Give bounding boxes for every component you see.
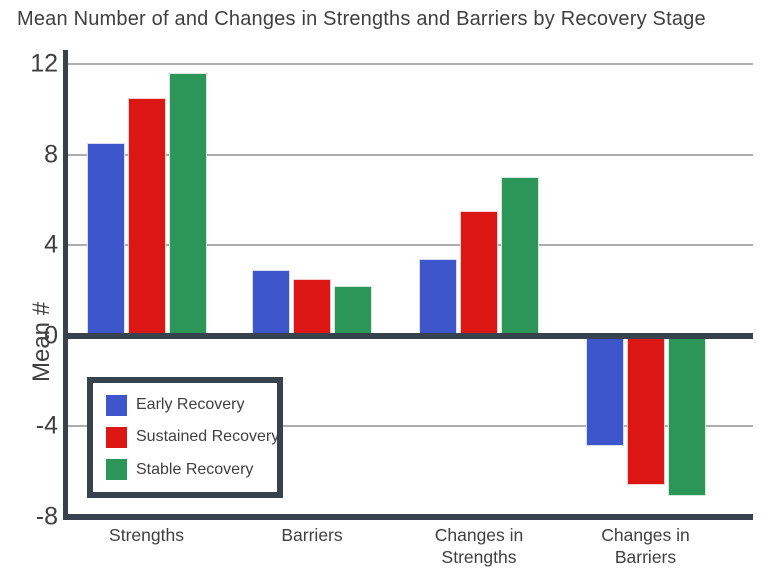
legend-item: Stable Recovery bbox=[106, 459, 277, 481]
y-axis-label: Mean # bbox=[28, 301, 55, 382]
legend: Early Recovery Sustained Recovery Stable R… bbox=[87, 377, 283, 498]
gridline bbox=[68, 244, 753, 246]
y-tick-label: 12 bbox=[30, 49, 58, 78]
bar-sustained-recovery-changes-in-strengths bbox=[460, 211, 498, 336]
y-tick-label: -8 bbox=[35, 502, 58, 530]
bar-stable-recovery-strengths bbox=[168, 73, 207, 336]
bar-sustained-recovery-strengths bbox=[127, 97, 166, 336]
x-axis-label: Changes in Barriers bbox=[601, 525, 690, 567]
bar-sustained-recovery-barriers bbox=[293, 278, 331, 336]
legend-item: Early Recovery bbox=[106, 394, 277, 416]
y-tick-label: 8 bbox=[44, 140, 58, 168]
bar-stable-recovery-changes-in-strengths bbox=[501, 177, 539, 336]
gridline bbox=[68, 153, 753, 156]
bar-stable-recovery-barriers bbox=[334, 285, 372, 336]
bar-stable-recovery-changes-in-barriers bbox=[667, 335, 706, 497]
x-axis-label: Changes in Strengths bbox=[434, 525, 524, 567]
legend-item: Sustained Recovery bbox=[106, 426, 280, 448]
legend-swatch bbox=[106, 426, 127, 448]
legend-swatch bbox=[106, 394, 127, 416]
legend-label: Early Recovery bbox=[136, 396, 245, 414]
bar-early-recovery-strengths bbox=[86, 143, 125, 336]
chart-title: Mean Number of and Changes in Strengths … bbox=[17, 8, 706, 30]
bar-early-recovery-barriers bbox=[252, 269, 290, 336]
gridline bbox=[68, 63, 753, 65]
bar-sustained-recovery-changes-in-barriers bbox=[626, 335, 665, 485]
x-axis-label: Strengths bbox=[109, 525, 184, 545]
x-axis-label: Barriers bbox=[281, 525, 343, 545]
y-tick-label: 4 bbox=[44, 230, 58, 259]
y-axis-spine bbox=[63, 50, 68, 520]
legend-label: Sustained Recovery bbox=[136, 428, 280, 446]
x-axis-spine bbox=[63, 513, 753, 520]
bar-early-recovery-changes-in-barriers bbox=[585, 335, 624, 447]
legend-label: Stable Recovery bbox=[136, 460, 254, 478]
zero-baseline bbox=[63, 332, 753, 339]
y-tick-label: -4 bbox=[35, 411, 58, 440]
y-tick-label: 0 bbox=[44, 321, 58, 349]
gridline bbox=[68, 425, 753, 427]
bar-early-recovery-changes-in-strengths bbox=[419, 258, 457, 336]
legend-swatch bbox=[106, 459, 127, 481]
